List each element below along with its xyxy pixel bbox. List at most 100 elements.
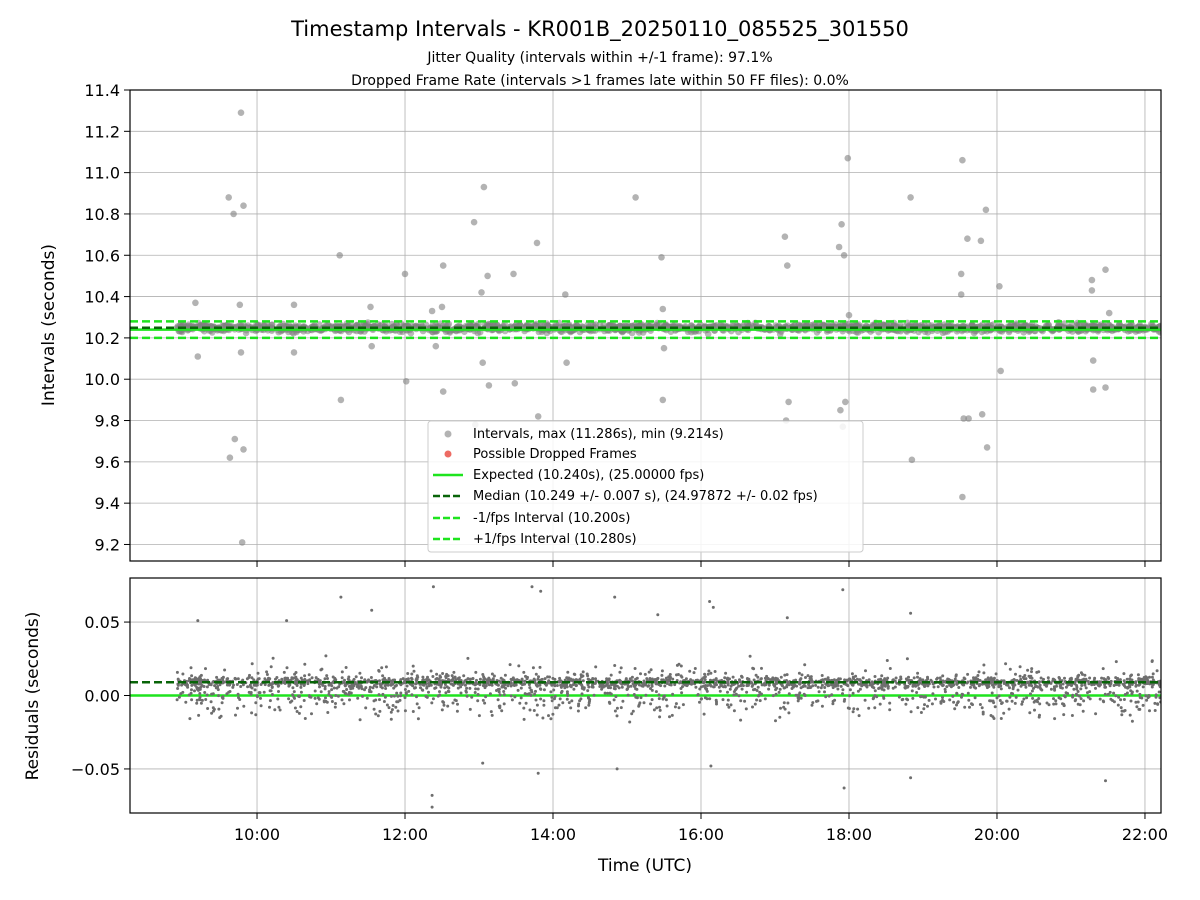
interval-point — [533, 320, 540, 328]
residual-point — [506, 684, 510, 688]
residual-point — [299, 685, 303, 689]
residual-point — [728, 677, 731, 681]
interval-outlier-point — [838, 221, 845, 228]
residual-point — [369, 676, 373, 679]
residual-point — [993, 705, 997, 709]
residual-point — [587, 701, 591, 705]
residual-point — [637, 704, 641, 708]
residual-point — [233, 676, 237, 680]
residual-point — [342, 690, 346, 693]
residual-point — [663, 684, 667, 688]
interval-outlier-point — [781, 233, 789, 240]
residual-point — [483, 701, 487, 705]
residual-point — [1078, 694, 1081, 698]
residual-point — [1141, 703, 1145, 707]
residual-point — [490, 672, 494, 676]
residual-point — [774, 680, 778, 684]
residual-point — [882, 688, 886, 692]
residual-point — [732, 693, 736, 697]
residual-point — [551, 676, 555, 680]
residual-point — [438, 681, 442, 685]
residual-point — [848, 688, 852, 692]
residual-point — [241, 683, 245, 687]
residual-point — [679, 664, 683, 668]
residual-point — [1119, 698, 1123, 702]
residual-point — [175, 698, 179, 702]
residual-point — [372, 684, 376, 687]
residual-point — [485, 681, 489, 685]
residual-point — [1038, 683, 1042, 687]
residual-point — [629, 684, 633, 688]
residual-point — [878, 686, 882, 690]
residual-point — [721, 698, 725, 702]
residual-point — [314, 676, 318, 680]
residual-point — [649, 668, 653, 672]
residual-point — [771, 676, 775, 680]
residual-point — [509, 681, 513, 684]
residual-point — [528, 708, 532, 712]
residual-point — [1148, 675, 1151, 679]
residual-point — [955, 682, 959, 686]
residual-point — [1122, 698, 1126, 701]
residual-point — [827, 684, 831, 687]
residual-point — [1030, 667, 1034, 671]
residual-point — [617, 686, 621, 690]
residual-point — [962, 676, 966, 680]
residual-point — [525, 676, 529, 680]
residual-point — [603, 691, 607, 695]
residual-point — [577, 702, 581, 706]
intervals-y-tick-label: 9.4 — [95, 494, 120, 513]
residual-point — [446, 704, 450, 708]
residual-point — [534, 672, 538, 676]
residual-point — [246, 685, 250, 689]
residual-point — [774, 676, 778, 680]
residual-point — [347, 690, 351, 694]
residual-point — [439, 685, 443, 689]
residual-point — [222, 680, 226, 684]
interval-outlier-point — [484, 272, 491, 280]
residual-point — [1136, 700, 1140, 704]
residual-point — [966, 691, 970, 695]
residual-point — [580, 683, 584, 687]
residual-point — [1125, 691, 1129, 695]
interval-outlier-point — [1088, 287, 1096, 294]
residual-point — [361, 694, 364, 698]
residual-point — [900, 698, 904, 702]
residual-point — [859, 679, 863, 683]
residual-point — [512, 683, 516, 687]
residual-point — [536, 677, 540, 681]
x-tick-label: 20:00 — [974, 825, 1020, 844]
interval-outlier-point — [240, 202, 247, 209]
interval-outlier-point — [1089, 357, 1097, 364]
residual-point — [190, 688, 193, 692]
residual-point — [198, 695, 202, 699]
intervals-y-axis-label: Intervals (seconds) — [39, 244, 59, 406]
residual-point — [618, 670, 622, 674]
residual-point — [464, 690, 468, 694]
residual-point — [613, 687, 617, 691]
residual-point — [278, 708, 282, 712]
residual-point — [726, 698, 730, 702]
residual-point — [457, 678, 461, 681]
residual-point — [1018, 674, 1022, 678]
residual-point — [538, 683, 542, 687]
residual-point — [831, 686, 835, 690]
residual-point — [511, 676, 515, 680]
residual-point — [189, 691, 193, 695]
residual-point — [885, 659, 889, 662]
residual-point — [936, 685, 940, 689]
interval-outlier-point — [480, 183, 488, 191]
residual-point — [639, 696, 643, 700]
residual-point — [424, 695, 428, 698]
residual-point — [916, 671, 920, 675]
residual-point — [327, 690, 331, 694]
residual-point — [187, 693, 191, 697]
residual-point — [1043, 682, 1047, 686]
residual-point — [549, 690, 553, 694]
residual-point — [473, 691, 477, 694]
residual-point — [204, 698, 208, 701]
residual-point — [1014, 695, 1018, 699]
residual-outlier-point — [539, 589, 543, 593]
residual-outlier-point — [430, 805, 434, 809]
residual-point — [519, 686, 523, 690]
